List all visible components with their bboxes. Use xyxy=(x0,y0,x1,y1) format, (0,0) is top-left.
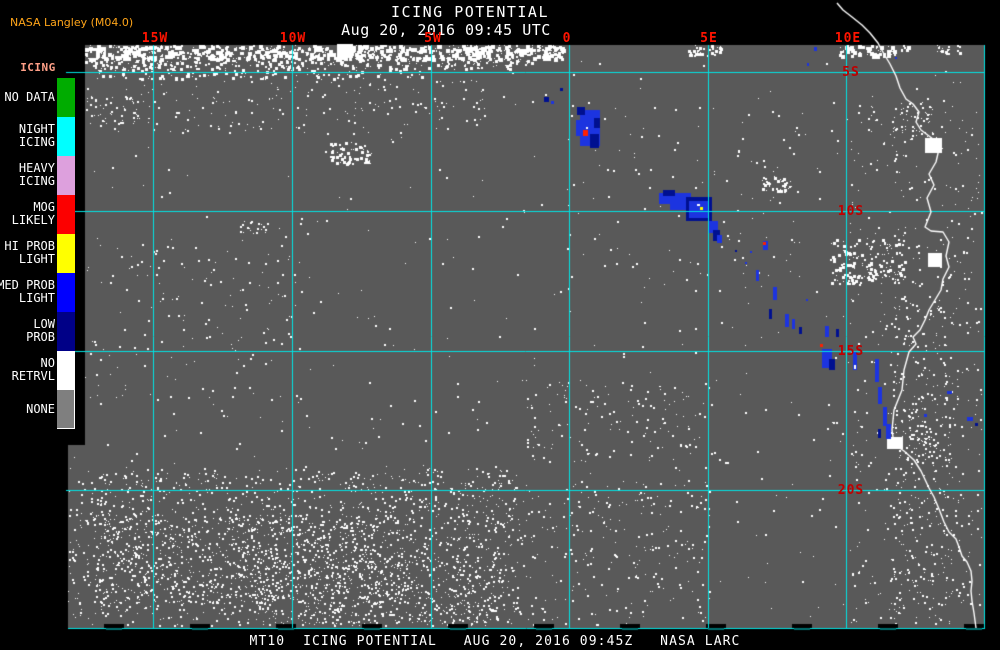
legend-label-8: NONE xyxy=(26,402,55,416)
legend-swatch-5 xyxy=(57,273,75,312)
status-bar: MT10 ICING POTENTIAL AUG 20, 2016 09:45Z… xyxy=(249,634,741,649)
lon-label-5E: 5E xyxy=(700,31,718,46)
lat-label-5S: 5S xyxy=(842,65,860,80)
legend-swatch-3 xyxy=(57,195,75,234)
legend-swatch-0 xyxy=(57,78,75,117)
legend-swatch-4 xyxy=(57,234,75,273)
legend-swatch-6 xyxy=(57,312,75,351)
legend-label-2: HEAVY ICING xyxy=(18,161,55,188)
lat-label-20S: 20S xyxy=(837,483,865,498)
legend-color-bar xyxy=(57,78,75,429)
page-title: ICING POTENTIAL xyxy=(391,3,549,21)
timestamp-subtitle: Aug 20, 2016 09:45 UTC xyxy=(341,21,551,39)
legend-label-7: NO RETRVL xyxy=(11,356,55,383)
legend-label-0: NO DATA xyxy=(4,90,55,104)
legend-label-3: MOG LIKELY xyxy=(11,200,55,227)
legend-swatch-8 xyxy=(57,390,75,429)
nasa-credit: NASA Langley (M04.0) xyxy=(10,16,134,29)
legend-swatch-7 xyxy=(57,351,75,390)
lat-label-10S: 10S xyxy=(837,204,865,219)
legend-label-5: MED PROB LIGHT xyxy=(0,278,55,305)
lon-label-10E: 10E xyxy=(834,31,862,46)
legend-swatch-1 xyxy=(57,117,75,156)
lon-label-15W: 15W xyxy=(141,31,169,46)
lon-label-10W: 10W xyxy=(279,31,307,46)
legend-label-1: NIGHT ICING xyxy=(18,122,55,149)
lon-label-0: 0 xyxy=(562,31,572,46)
legend-title: ICING xyxy=(20,61,56,74)
legend-label-6: LOW PROB xyxy=(26,317,55,344)
lon-label-5W: 5W xyxy=(424,31,442,46)
legend-swatch-2 xyxy=(57,156,75,195)
lat-label-15S: 15S xyxy=(837,344,865,359)
legend-label-4: HI PROB LIGHT xyxy=(4,239,55,266)
